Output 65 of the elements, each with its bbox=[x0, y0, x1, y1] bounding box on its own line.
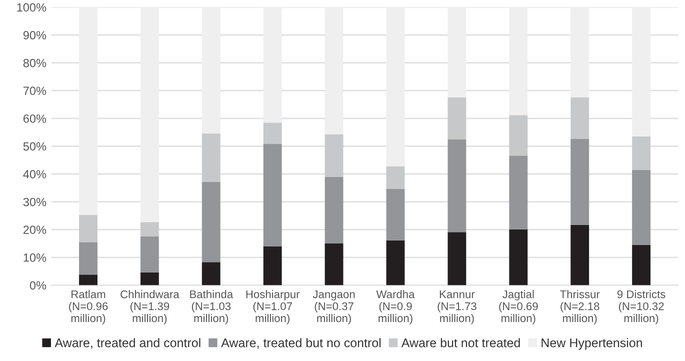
y-tick-label: 0% bbox=[30, 281, 46, 290]
bar bbox=[632, 244, 650, 286]
bar bbox=[632, 170, 650, 245]
x-tick-label: 9 Districts (N=10.32 million) bbox=[617, 290, 666, 324]
y-tick-label: 30% bbox=[23, 198, 46, 206]
bar bbox=[202, 262, 220, 286]
x-tick-label: Ratlam (N=0.96 million) bbox=[69, 290, 108, 324]
y-tick-label: 40% bbox=[23, 170, 46, 178]
legend-label: Aware but not treated bbox=[401, 338, 520, 348]
bar bbox=[386, 240, 405, 286]
bar bbox=[509, 7, 528, 116]
x-tick-label: Kannur (N=1.73 million) bbox=[438, 290, 476, 324]
bar bbox=[570, 97, 590, 139]
legend-label: Aware, treated but no control bbox=[221, 338, 381, 349]
x-tick-label: Chhindwara (N=1.39 million) bbox=[120, 290, 180, 324]
bar bbox=[202, 7, 220, 134]
bar bbox=[448, 140, 466, 232]
bar bbox=[448, 7, 466, 98]
y-tick-label: 60% bbox=[23, 114, 46, 123]
y-tick-label: 70% bbox=[23, 86, 46, 96]
y-tick-label: 80% bbox=[23, 58, 46, 68]
bar bbox=[140, 236, 159, 272]
x-tick-label: Hoshiarpur (N=1.07 million) bbox=[246, 290, 300, 324]
bar bbox=[386, 189, 405, 240]
bar bbox=[386, 7, 405, 166]
bar bbox=[570, 7, 590, 98]
x-tick-label: Thrissur (N=2.18 million) bbox=[560, 290, 600, 324]
y-tick-label: 20% bbox=[23, 226, 46, 234]
x-tick-label: Jagtial (N=0.69 million) bbox=[499, 290, 538, 324]
legend-label: New Hypertension bbox=[542, 338, 642, 350]
x-tick-label: Jangaon (N=0.37 million) bbox=[312, 290, 355, 324]
bar bbox=[324, 7, 344, 134]
bar bbox=[140, 7, 159, 222]
bar bbox=[324, 134, 344, 177]
bar bbox=[570, 224, 590, 286]
bar bbox=[448, 98, 466, 140]
bar bbox=[79, 274, 98, 286]
bar bbox=[263, 7, 282, 123]
bar bbox=[509, 229, 528, 286]
bar bbox=[570, 138, 590, 225]
bar bbox=[140, 222, 159, 236]
bar bbox=[263, 122, 282, 144]
y-tick-label: 50% bbox=[23, 142, 46, 151]
bar bbox=[324, 243, 344, 286]
bar bbox=[79, 242, 98, 275]
y-tick-label: 90% bbox=[23, 31, 46, 40]
y-tick-label: 10% bbox=[24, 253, 46, 262]
bar bbox=[448, 232, 466, 286]
bar bbox=[632, 7, 650, 136]
bar bbox=[202, 133, 220, 182]
bar bbox=[79, 7, 98, 215]
x-tick-label: Bathinda (N=1.03 million) bbox=[190, 290, 234, 324]
bar bbox=[386, 166, 405, 190]
bar bbox=[509, 156, 528, 230]
bar bbox=[263, 144, 282, 246]
y-tick-label: 100% bbox=[17, 3, 46, 12]
bar bbox=[509, 115, 528, 156]
x-tick-label: Wardha (N=0.9 million) bbox=[376, 290, 415, 324]
bar bbox=[324, 176, 344, 244]
legend-label: Aware, treated and control bbox=[54, 338, 200, 349]
bar bbox=[632, 136, 650, 170]
bar bbox=[79, 214, 98, 242]
bar bbox=[202, 182, 220, 262]
bar bbox=[263, 246, 282, 286]
bar bbox=[140, 272, 159, 286]
